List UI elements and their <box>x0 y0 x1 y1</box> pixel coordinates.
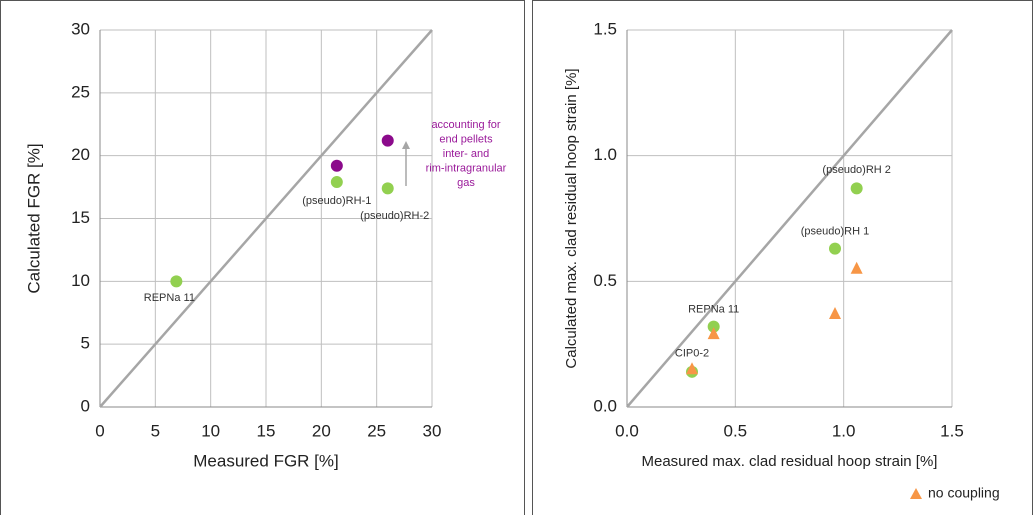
identity-line <box>99 29 433 408</box>
point-label: REPNa 11 <box>144 292 195 304</box>
x-tick-label: 0.0 <box>615 421 639 440</box>
point-label: (pseudo)RH 1 <box>801 226 869 238</box>
y-axis-title: Calculated FGR [%] <box>24 143 43 293</box>
y-tick-label: 20 <box>71 145 90 164</box>
x-tick-label: 20 <box>312 421 331 440</box>
y-tick-label: 0.5 <box>593 271 617 290</box>
y-tick-label: 0.0 <box>593 396 617 415</box>
x-tick-label: 5 <box>151 421 160 440</box>
triangle-point <box>829 307 841 320</box>
point-label: (pseudo)RH 2 <box>822 164 890 176</box>
x-tick-label: 10 <box>201 421 220 440</box>
point <box>330 159 343 172</box>
left-panel-border <box>0 0 525 515</box>
x-tick-label: 0.5 <box>724 421 748 440</box>
x-axis-title: Measured FGR [%] <box>193 451 339 470</box>
x-tick-label: 30 <box>423 421 442 440</box>
x-tick-label: 1.5 <box>940 421 964 440</box>
annotation: rim-intragranular <box>426 162 507 174</box>
right-panel-border <box>532 0 1033 515</box>
legend-label: no coupling <box>928 485 1000 501</box>
point-label: (pseudo)RH-2 <box>360 210 429 222</box>
x-tick-label: 25 <box>367 421 386 440</box>
triangle-point <box>686 362 698 375</box>
point <box>381 134 394 147</box>
y-tick-label: 25 <box>71 82 90 101</box>
annotation: end pellets <box>439 133 493 145</box>
y-axis-title: Calculated max. clad residual hoop strai… <box>563 68 580 368</box>
x-tick-label: 0 <box>95 421 104 440</box>
y-tick-label: 1.0 <box>593 145 617 164</box>
triangle-point <box>707 327 720 340</box>
x-axis-title: Measured max. clad residual hoop strain … <box>642 453 938 470</box>
x-tick-label: 15 <box>257 421 276 440</box>
annotation: gas <box>457 177 475 189</box>
annotation: accounting for <box>431 119 500 131</box>
x-tick-label: 1.0 <box>832 421 856 440</box>
y-tick-label: 10 <box>71 271 90 290</box>
point <box>850 182 863 195</box>
triangle-point <box>850 261 863 274</box>
point <box>829 242 841 255</box>
point-label: REPNa 11 <box>688 303 739 315</box>
point-label: (pseudo)RH-1 <box>302 195 371 207</box>
identity-line <box>626 29 953 408</box>
annotation: inter- and <box>443 148 489 160</box>
y-tick-label: 5 <box>81 334 90 353</box>
point <box>381 182 394 195</box>
y-tick-label: 0 <box>81 396 90 415</box>
y-tick-label: 15 <box>71 208 90 227</box>
point <box>707 320 720 333</box>
y-tick-label: 30 <box>71 19 90 38</box>
legend-swatch <box>910 488 922 499</box>
point-label: CIP0-2 <box>675 348 709 360</box>
point <box>330 176 343 189</box>
point <box>170 275 183 288</box>
y-tick-label: 1.5 <box>593 19 617 38</box>
annotation-arrowhead <box>402 141 410 149</box>
